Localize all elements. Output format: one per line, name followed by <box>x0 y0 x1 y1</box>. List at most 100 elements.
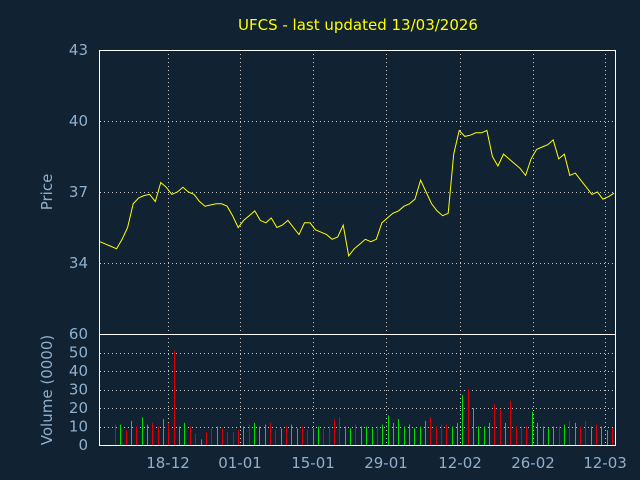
volume-tick-label: 40 <box>69 362 88 380</box>
volume-bar <box>211 428 212 445</box>
volume-bar <box>553 426 554 445</box>
volume-bar <box>147 424 148 445</box>
volume-bar <box>494 404 495 445</box>
volume-bar <box>361 426 362 445</box>
volume-bar <box>564 424 565 445</box>
volume-bar <box>398 419 399 445</box>
volume-bar <box>473 408 474 445</box>
volume-bar <box>281 428 282 445</box>
volume-bar <box>425 420 426 445</box>
volume-bar <box>217 426 218 445</box>
volume-bar <box>174 350 175 445</box>
volume-bar <box>233 432 234 445</box>
volume-bar <box>409 424 410 445</box>
volume-bar <box>222 428 223 445</box>
volume-bar <box>318 426 319 445</box>
date-tick-label: 12-03 <box>583 454 627 472</box>
volume-bar <box>468 389 469 445</box>
date-tick-label: 18-12 <box>146 454 190 472</box>
volume-bar <box>179 426 180 445</box>
volume-bar <box>457 422 458 445</box>
volume-bar <box>478 426 479 445</box>
date-tick-label: 29-01 <box>364 454 408 472</box>
volume-bar <box>265 424 266 445</box>
volume-bar <box>446 424 447 445</box>
volume-tick-label: 30 <box>69 381 88 399</box>
date-axis-ticks: 18-12 01-01 15-01 29-01 12-02 26-02 12-03 <box>146 454 627 472</box>
volume-bar <box>270 422 271 445</box>
volume-bar <box>420 426 421 445</box>
volume-panel-frame <box>99 334 616 446</box>
volume-bar <box>521 426 522 445</box>
volume-bar <box>302 426 303 445</box>
volume-bar <box>323 428 324 445</box>
volume-bar <box>136 426 137 445</box>
volume-bar <box>355 424 356 445</box>
volume-bar <box>585 420 586 445</box>
price-tick-label: 40 <box>69 112 88 130</box>
volume-bar <box>195 433 196 445</box>
volume-axis-label: Volume (0000) <box>38 335 56 445</box>
volume-bar <box>607 430 608 445</box>
volume-bar <box>548 428 549 445</box>
volume-bar <box>484 426 485 445</box>
volume-bar <box>291 424 292 445</box>
volume-bar <box>612 428 613 445</box>
volume-bar <box>393 422 394 445</box>
price-series-line <box>99 129 615 258</box>
volume-bars <box>115 350 613 446</box>
volume-bar <box>500 409 501 445</box>
volume-bar <box>168 422 169 445</box>
volume-bar <box>532 411 533 445</box>
price-tick-label: 43 <box>69 41 88 59</box>
volume-bar <box>334 419 335 445</box>
volume-bar <box>163 419 164 445</box>
volume-bar <box>404 426 405 445</box>
volume-bar <box>452 426 453 445</box>
price-tick-label: 37 <box>69 183 88 201</box>
volume-bar <box>580 426 581 445</box>
volume-bar <box>430 417 431 446</box>
volume-bar <box>115 424 116 445</box>
date-tick-label: 01-01 <box>218 454 262 472</box>
volume-bar <box>249 424 250 445</box>
volume-tick-label: 10 <box>69 418 88 436</box>
volume-bar <box>489 422 490 445</box>
volume-bar <box>543 426 544 445</box>
volume-bar <box>227 432 228 445</box>
volume-bar <box>462 395 463 445</box>
volume-bar <box>275 430 276 445</box>
volume-tick-label: 20 <box>69 399 88 417</box>
volume-bar <box>313 428 314 445</box>
volume-tick-label: 50 <box>69 344 88 362</box>
volume-bar <box>297 428 298 445</box>
volume-bar <box>601 426 602 445</box>
volume-bar <box>591 426 592 445</box>
volume-bar <box>286 426 287 445</box>
price-tick-label: 34 <box>69 254 88 272</box>
price-axis-label: Price <box>38 174 56 211</box>
volume-bar <box>307 430 308 445</box>
volume-bar <box>366 426 367 445</box>
volume-bar <box>505 422 506 445</box>
volume-bar <box>158 426 159 445</box>
volume-bar <box>382 424 383 445</box>
volume-bar <box>559 426 560 445</box>
volume-bar <box>339 417 340 446</box>
volume-bar <box>126 430 127 445</box>
volume-bar <box>201 439 202 445</box>
volume-bar <box>345 426 346 445</box>
volume-bar <box>120 424 121 445</box>
volume-bar <box>596 424 597 445</box>
volume-bar <box>441 424 442 445</box>
volume-bar <box>259 426 260 445</box>
volume-bar <box>516 426 517 445</box>
volume-bar <box>526 426 527 445</box>
volume-bar <box>372 428 373 445</box>
volume-bar <box>243 426 244 445</box>
date-tick-label: 26-02 <box>511 454 555 472</box>
volume-bar <box>436 426 437 445</box>
volume-bar <box>142 417 143 446</box>
